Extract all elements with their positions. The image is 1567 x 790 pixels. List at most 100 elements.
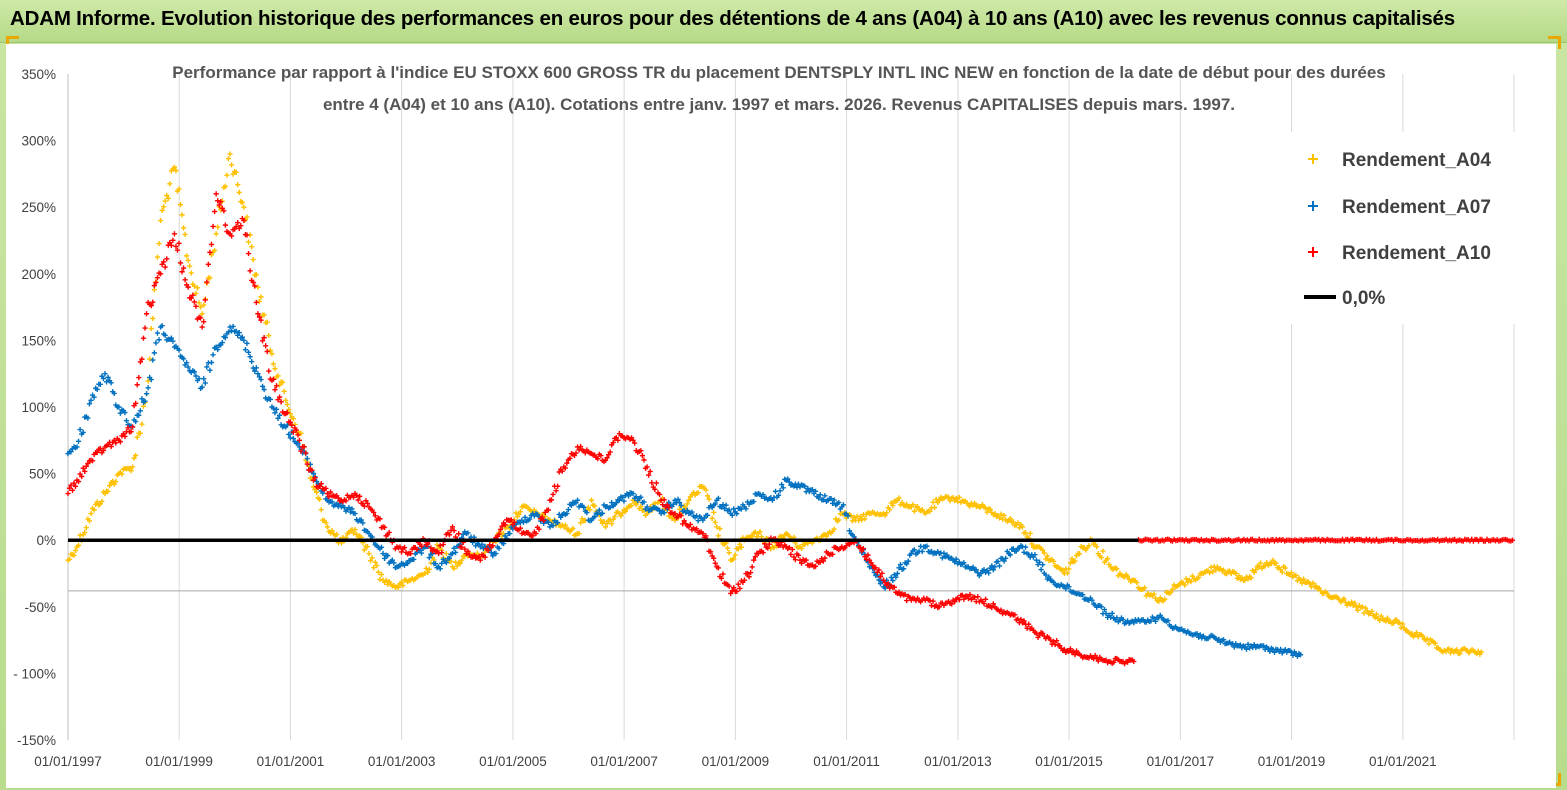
data-point-rendement-a04 [531, 507, 537, 513]
data-point-rendement-a10 [82, 468, 88, 475]
data-point-rendement-a07 [1109, 610, 1115, 616]
data-point-rendement-a10 [982, 596, 989, 602]
data-point-rendement-a07 [191, 369, 197, 375]
data-point-rendement-a10 [511, 519, 517, 525]
data-point-rendement-a04 [1100, 548, 1106, 554]
data-point-rendement-a04 [256, 298, 263, 304]
data-point-rendement-a04 [137, 430, 143, 436]
page-title: ADAM Informe. Evolution historique des p… [10, 7, 1455, 30]
data-point-rendement-a07 [1131, 620, 1137, 626]
data-point-rendement-a04 [128, 468, 134, 474]
data-point-rendement-a07 [1114, 615, 1120, 621]
data-point-rendement-a07 [723, 502, 729, 508]
data-point-rendement-a10 [610, 440, 616, 446]
data-point-rendement-a10 [795, 552, 802, 558]
data-point-rendement-a07 [775, 492, 782, 498]
data-point-rendement-a04 [972, 500, 978, 506]
data-point-rendement-a07 [786, 479, 792, 485]
data-point-rendement-a04 [709, 515, 715, 521]
data-point-rendement-a04 [726, 550, 732, 556]
data-point-rendement-a10 [930, 598, 936, 604]
data-point-rendement-a04 [423, 565, 429, 572]
data-point-rendement-a04 [1313, 583, 1319, 589]
data-point-rendement-a07 [805, 485, 811, 491]
data-point-rendement-a10 [83, 463, 89, 469]
data-point-rendement-a07 [100, 375, 107, 382]
data-point-rendement-a04 [771, 545, 777, 551]
data-point-rendement-a04 [1168, 589, 1174, 595]
data-point-rendement-a04 [1316, 585, 1322, 591]
data-point-rendement-a04 [1293, 572, 1299, 579]
data-point-rendement-a04 [395, 584, 402, 590]
data-point-rendement-a04 [77, 532, 83, 538]
data-point-rendement-a07 [75, 438, 82, 444]
data-point-rendement-a07 [245, 349, 252, 355]
data-point-rendement-a07 [609, 499, 615, 506]
data-point-rendement-a04 [197, 304, 204, 310]
data-point-rendement-a07 [894, 570, 901, 577]
data-point-rendement-a10 [694, 526, 700, 532]
data-point-rendement-a10 [477, 557, 483, 563]
data-point-rendement-a04 [1213, 567, 1219, 573]
data-point-rendement-a10 [276, 394, 283, 400]
data-point-rendement-a04 [1015, 520, 1021, 526]
data-point-rendement-a04 [1409, 630, 1415, 637]
data-point-rendement-a04 [911, 508, 918, 514]
data-point-rendement-a10 [735, 581, 741, 587]
data-point-rendement-a10 [425, 541, 431, 547]
data-point-rendement-a10 [681, 518, 687, 524]
data-point-rendement-a04 [1257, 560, 1264, 566]
data-point-rendement-a10 [1061, 646, 1067, 653]
data-point-rendement-a10 [244, 232, 250, 238]
data-point-rendement-a04 [91, 507, 97, 513]
data-point-rendement-a07 [241, 337, 247, 343]
data-point-rendement-a10 [718, 575, 725, 581]
data-point-rendement-a07 [780, 485, 786, 491]
data-point-rendement-a04 [180, 225, 187, 231]
data-point-rendement-a10 [862, 554, 868, 560]
data-point-rendement-a10 [720, 571, 726, 577]
data-point-rendement-a04 [1262, 563, 1268, 569]
data-point-rendement-a04 [703, 487, 709, 493]
data-point-rendement-a04 [956, 494, 962, 500]
data-point-rendement-a07 [1038, 566, 1044, 573]
chart-title: Performance par rapport à l'indice EU ST… [172, 63, 1386, 114]
data-point-rendement-a10 [792, 557, 799, 563]
data-point-rendement-a07 [202, 380, 208, 386]
data-point-rendement-a04 [177, 202, 184, 208]
data-point-rendement-a07 [122, 409, 128, 416]
data-point-rendement-a10 [812, 563, 819, 569]
data-point-rendement-a10 [245, 250, 252, 257]
data-point-rendement-a07 [222, 335, 229, 341]
data-point-rendement-a07 [244, 340, 250, 346]
data-point-rendement-a10 [136, 374, 142, 381]
data-point-rendement-a07 [1245, 641, 1251, 647]
data-point-rendement-a07 [684, 507, 690, 513]
data-point-rendement-a10 [256, 314, 263, 320]
data-point-rendement-a07 [568, 502, 575, 509]
data-point-rendement-a10 [712, 560, 718, 566]
data-point-rendement-a07 [180, 356, 187, 362]
data-point-rendement-a07 [1197, 632, 1203, 638]
data-point-rendement-a07 [1251, 642, 1257, 648]
data-point-rendement-a07 [644, 504, 650, 510]
data-point-rendement-a04 [318, 507, 324, 513]
data-point-rendement-a07 [449, 550, 456, 557]
data-point-rendement-a07 [1040, 562, 1046, 568]
data-point-rendement-a10 [284, 410, 290, 416]
data-point-rendement-a04 [270, 361, 277, 367]
data-point-rendement-a10 [1509, 537, 1516, 543]
data-point-rendement-a07 [385, 553, 391, 559]
data-point-rendement-a07 [522, 514, 528, 520]
data-point-rendement-a10 [891, 584, 897, 590]
data-point-rendement-a10 [85, 460, 91, 467]
data-point-rendement-a07 [273, 406, 280, 412]
data-point-rendement-a04 [1016, 525, 1023, 531]
data-point-rendement-a07 [258, 376, 264, 383]
data-point-rendement-a04 [1426, 641, 1432, 647]
data-point-rendement-a04 [361, 547, 367, 553]
data-point-rendement-a07 [1063, 586, 1069, 592]
data-point-rendement-a10 [213, 191, 219, 197]
data-point-rendement-a10 [459, 544, 465, 550]
y-tick-label: - 100% [13, 666, 56, 681]
